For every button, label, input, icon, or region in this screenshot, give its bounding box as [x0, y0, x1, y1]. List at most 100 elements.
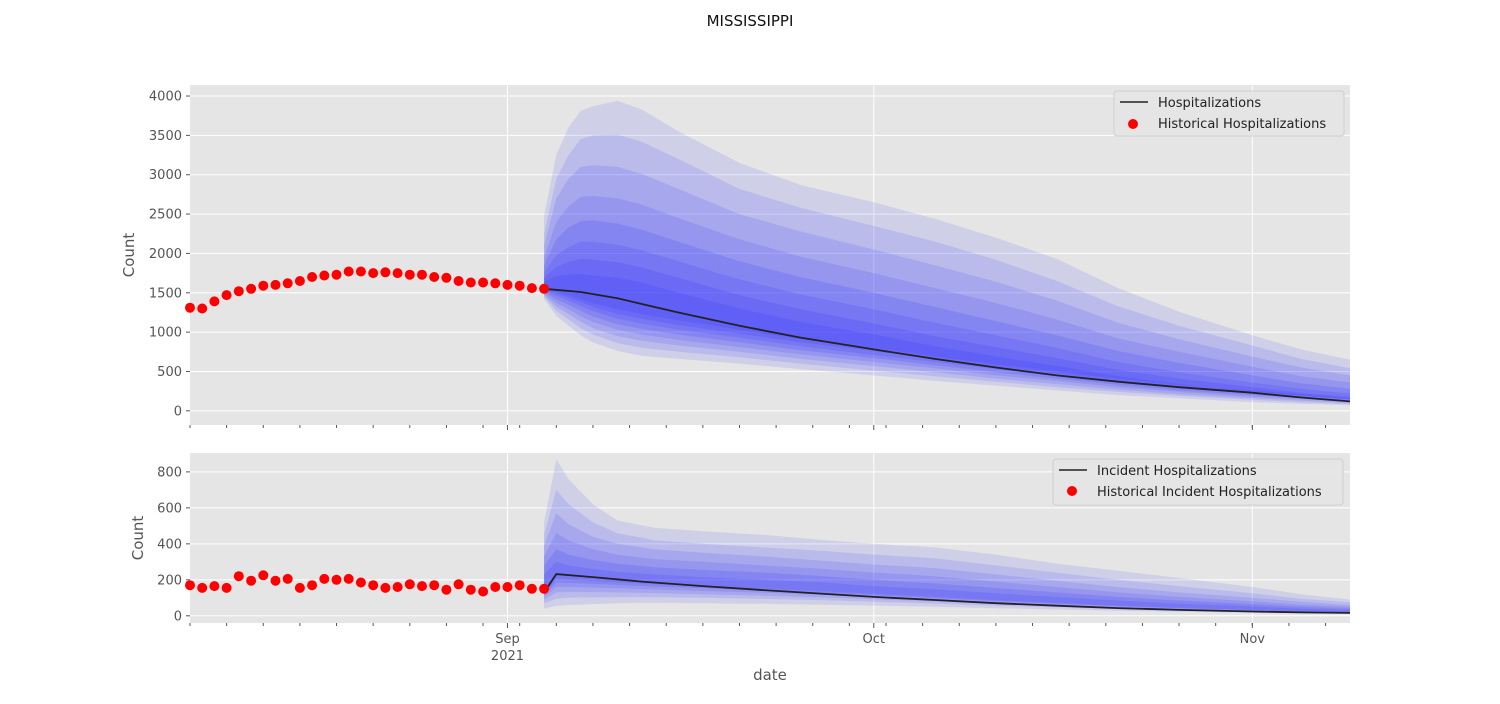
legend-label-historical: Historical Hospitalizations	[1158, 117, 1326, 132]
forecast-band	[544, 220, 1350, 401]
historical-point	[368, 268, 379, 279]
forecast-band	[544, 134, 1350, 405]
historical-point	[209, 581, 220, 592]
legend-label-median: Hospitalizations	[1158, 96, 1261, 111]
y-tick-label: 0	[174, 609, 182, 624]
historical-point	[319, 270, 330, 281]
historical-points	[185, 266, 550, 314]
median-line	[543, 573, 1351, 614]
historical-point	[441, 584, 452, 595]
y-tick-label: 3500	[149, 129, 182, 144]
historical-point	[258, 570, 269, 581]
figure-title: MISSISSIPPI	[707, 12, 794, 30]
y-tick-label: 0	[174, 404, 182, 419]
historical-point	[185, 580, 195, 591]
legend-box	[1113, 90, 1345, 137]
historical-point	[282, 278, 293, 289]
y-tick-label: 3000	[149, 168, 182, 183]
legend-point-marker	[1128, 119, 1138, 129]
x-tick-label: Sep	[495, 632, 520, 647]
plot-area	[190, 85, 1350, 425]
x-tick-label: Nov	[1240, 632, 1266, 647]
historical-point	[490, 278, 501, 289]
y-tick-label: 1500	[149, 286, 182, 301]
historical-point	[270, 575, 281, 586]
historical-point	[307, 272, 318, 282]
historical-point	[233, 286, 244, 297]
historical-point	[209, 296, 220, 307]
median-series-line	[544, 287, 1351, 403]
median-line	[544, 287, 1351, 403]
historical-point	[294, 276, 305, 286]
historical-point	[221, 290, 232, 301]
legend: Hospitalizations Historical Hospitalizat…	[1113, 90, 1345, 137]
y-tick-label: 2000	[149, 247, 182, 262]
historical-point	[270, 279, 281, 290]
historical-point	[465, 277, 476, 288]
forecast-band	[544, 561, 1350, 613]
historical-point	[417, 269, 427, 280]
historical-point	[465, 584, 476, 595]
y-tick-label: 800	[157, 465, 182, 480]
historical-point	[343, 266, 354, 277]
historical-point	[294, 582, 305, 593]
historical-point	[526, 583, 537, 594]
historical-point	[331, 269, 342, 280]
y-tick-label: 2500	[149, 208, 182, 223]
y-axis-label: Count	[129, 516, 147, 561]
legend-label-median: Incident Hospitalizations	[1097, 464, 1257, 479]
legend-box	[1052, 458, 1344, 506]
historical-point	[502, 582, 513, 592]
forecast-band	[544, 165, 1350, 403]
forecast-band	[544, 273, 1350, 400]
y-tick-label: 1000	[149, 326, 182, 341]
historical-point	[307, 580, 318, 591]
historical-point	[514, 280, 525, 291]
historical-point	[539, 583, 550, 594]
y-tick-label: 400	[157, 537, 182, 552]
historical-point	[441, 272, 452, 283]
historical-point	[368, 580, 379, 591]
historical-point	[331, 574, 342, 585]
historical-point	[392, 582, 403, 592]
historical-point	[246, 283, 257, 294]
historical-point	[221, 582, 232, 593]
historical-point	[478, 586, 489, 597]
forecast-band	[544, 241, 1350, 400]
historical-point	[453, 276, 464, 286]
legend-label-historical: Historical Incident Hospitalizations	[1097, 485, 1322, 500]
historical-point	[355, 266, 366, 277]
historical-point	[246, 575, 257, 586]
historical-point	[404, 579, 415, 590]
historical-point	[417, 581, 427, 592]
forecast-band	[544, 459, 1350, 614]
historical-point	[490, 582, 501, 592]
legend: Incident Hospitalizations Historical Inc…	[1052, 458, 1344, 506]
forecast-band	[544, 258, 1350, 399]
historical-point	[197, 582, 208, 593]
historical-point	[355, 577, 366, 588]
y-tick-label: 500	[157, 365, 182, 380]
forecast-band	[544, 533, 1350, 613]
historical-point	[282, 573, 293, 584]
historical-point	[343, 573, 354, 584]
historical-point	[392, 268, 403, 279]
y-tick-labels: 0 200 400 600 800	[157, 465, 190, 624]
median-series-line	[543, 573, 1351, 614]
historical-point	[502, 279, 513, 290]
historical-point	[453, 579, 464, 590]
forecast-bands	[544, 100, 1350, 406]
incident-hospitalizations-panel: 0 200 400 600 800 Sep 2021 Oct Nov Count date I…	[129, 453, 1351, 684]
forecast-band	[544, 100, 1350, 406]
historical-point	[478, 277, 489, 288]
y-tick-label: 200	[157, 573, 182, 588]
historical-point	[539, 283, 550, 294]
x-ticks	[189, 425, 1327, 430]
historical-point	[319, 573, 330, 584]
historical-point	[380, 582, 391, 593]
x-tick-sublabel: 2021	[491, 649, 524, 664]
forecast-band	[544, 489, 1350, 614]
historical-points	[185, 570, 550, 597]
